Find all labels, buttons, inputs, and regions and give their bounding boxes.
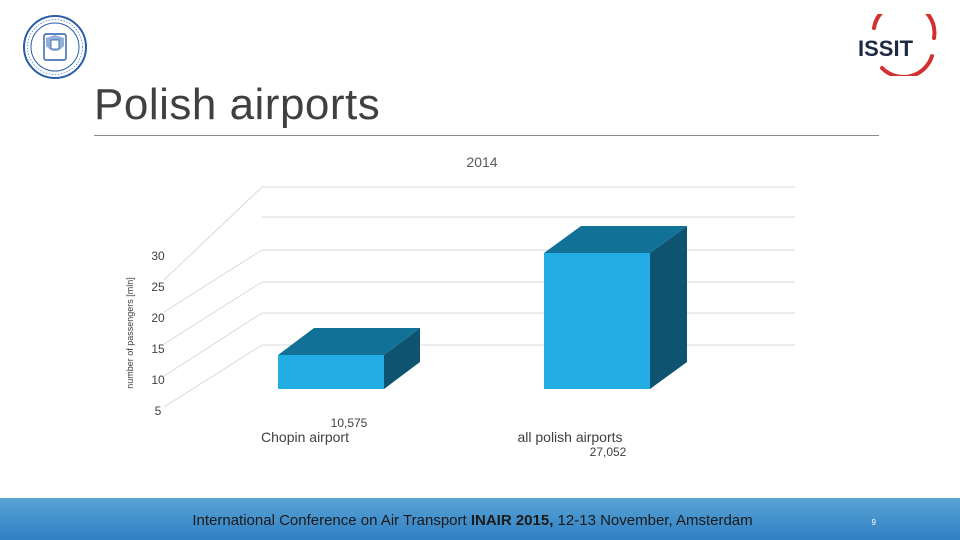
footer-text: International Conference on Air Transpor… [0,512,945,529]
footer-suffix: 12-13 November, Amsterdam [553,512,753,529]
page-number: 9 [871,518,876,527]
category-label: Chopin airport [261,429,349,445]
bar-top-face [544,226,687,253]
y-tick-label: 20 [151,311,165,325]
y-axis-label: number of passengers [mln] [125,277,135,389]
y-tick-labels: 30 25 20 15 10 5 [151,249,165,418]
y-tick-label: 10 [151,373,165,387]
slide-title: Polish airports [94,80,381,129]
bar-chart: 2014 number of passengers [mln] 30 25 20 15… [125,154,795,459]
value-label: 27,052 [590,445,627,459]
title-divider [94,135,879,136]
bar-1 [278,328,420,389]
university-seal-logo [23,15,87,79]
depth-gridline [163,312,263,377]
y-tick-label: 25 [151,280,165,294]
y-tick-label: 30 [151,249,165,263]
y-tick-label: 15 [151,342,165,356]
value-label: 10,575 [331,416,368,430]
footer-bar: International Conference on Air Transpor… [0,498,960,540]
bar-2 [544,226,687,389]
bar-top-face [278,328,420,355]
depth-gridline [163,249,263,313]
bar-front-face [544,253,650,389]
y-tick-label: 5 [155,404,162,418]
depth-gridline [163,186,263,281]
bar-side-face [384,328,420,389]
issit-logo: ISSIT [858,14,937,76]
chart-gridlines [163,186,795,408]
depth-gridline [163,281,263,345]
issit-logo-text: ISSIT [858,36,914,61]
bars [278,226,687,389]
footer-bold: INAIR 2015, [470,512,554,529]
category-label: all polish airports [517,429,622,445]
depth-gridline [163,344,263,408]
chart-title: 2014 [466,154,497,170]
bar-front-face [278,355,384,389]
footer-prefix: International Conference on Air Transpor… [192,512,471,529]
bar-side-face [650,226,687,389]
